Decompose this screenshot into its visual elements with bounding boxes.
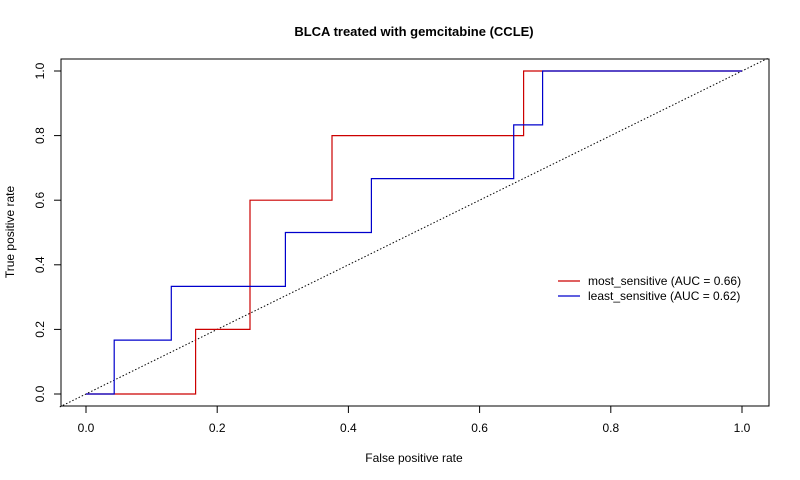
legend-label-1: least_sensitive (AUC = 0.62) — [588, 289, 740, 303]
y-tick-label: 0.4 — [33, 256, 47, 273]
y-tick-label: 0.6 — [33, 192, 47, 209]
legend: most_sensitive (AUC = 0.66)least_sensiti… — [558, 274, 741, 303]
series-layer — [86, 70, 742, 395]
y-tick-label: 1.0 — [33, 62, 47, 79]
x-tick-label: 0.4 — [340, 421, 357, 435]
reference-line-group — [59, 57, 769, 408]
y-tick-label: 0.2 — [33, 321, 47, 338]
x-tick-label: 0.0 — [78, 421, 95, 435]
x-tick-label: 0.6 — [471, 421, 488, 435]
series-line-0 — [86, 70, 742, 395]
x-tick-label: 0.8 — [602, 421, 619, 435]
x-tick-label: 1.0 — [734, 421, 751, 435]
x-tick-label: 0.2 — [209, 421, 226, 435]
legend-label-0: most_sensitive (AUC = 0.66) — [588, 274, 741, 288]
plot-frame — [60, 58, 770, 407]
y-axis-label: True positive rate — [3, 186, 17, 279]
y-axis: 0.0 0.2 0.4 0.6 0.8 1.0 — [33, 62, 61, 402]
reference-diagonal-line — [59, 57, 769, 408]
y-tick-label: 0.0 — [33, 385, 47, 402]
chart-title: BLCA treated with gemcitabine (CCLE) — [294, 24, 533, 39]
y-tick-label: 0.8 — [33, 127, 47, 144]
series-line-1 — [86, 70, 742, 395]
x-axis-label: False positive rate — [365, 451, 463, 465]
x-axis: 0.0 0.2 0.4 0.6 0.8 1.0 — [78, 406, 751, 435]
